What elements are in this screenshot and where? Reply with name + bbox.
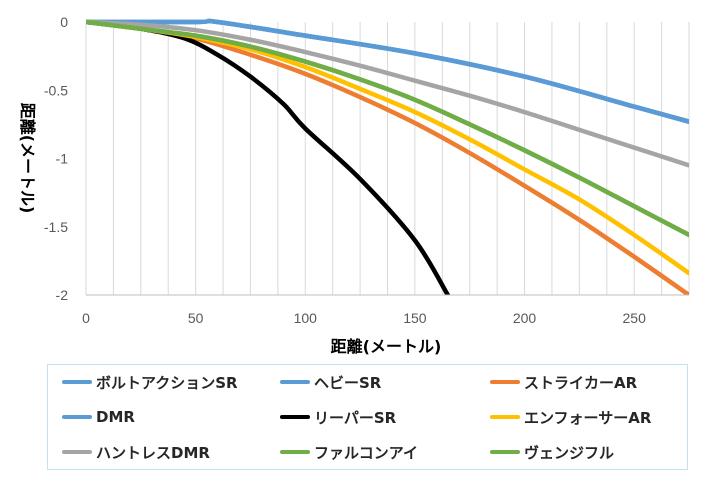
x-tick-label: 200 [513,310,537,326]
y-tick-label: 0 [60,14,68,30]
x-tick-label: 50 [188,310,204,326]
legend-label: リーパーSR [314,408,397,427]
y-tick-label: -1.5 [44,219,68,235]
y-tick-label: -0.5 [44,82,68,98]
legend-swatch [280,450,310,454]
x-axis-title: 距離(メートル) [331,337,442,356]
legend-swatch [62,415,92,419]
legend-swatch [280,415,310,419]
legend-swatch [62,450,92,454]
y-axis-title: 距離(メートル) [18,103,37,214]
legend-label: ボルトアクションSR [96,373,238,392]
series-line-3 [86,18,689,124]
legend-swatch [490,415,520,419]
legend-label: ヴェンジフル [524,443,615,462]
legend-item: ヘビーSR [280,371,381,393]
x-tick-label: 250 [623,310,647,326]
legend-item: ヴェンジフル [490,441,614,463]
axis-layer: 0 50 100 150 200 250 0 -0.5 -1 -1.5 -2 [44,14,689,326]
legend-swatch [280,380,310,384]
series-line-4 [86,19,451,295]
legend-label: エンフォーサーAR [524,408,652,427]
legend-label: ハントレスDMR [96,443,210,462]
legend-label: ストライカーAR [524,373,638,392]
legend-label: ファルコンアイ [314,443,418,462]
series-line-6 [86,19,689,168]
legend-label: DMR [96,408,135,426]
x-tick-label: 100 [294,310,318,326]
x-tick-label: 150 [403,310,427,326]
series-layer [86,18,689,295]
legend: ボルトアクションSR ヘビーSR ストライカーAR DMR リーパーSR エンフォーサーA… [47,364,688,470]
grid-layer [85,22,690,295]
x-tick-label: 0 [82,310,90,326]
legend-item: ファルコンアイ [280,441,418,463]
legend-item: DMR [62,406,135,428]
legend-item: リーパーSR [280,406,396,428]
legend-swatch [490,380,520,384]
legend-swatch [490,450,520,454]
y-tick-label: -2 [56,287,69,303]
legend-item: ストライカーAR [490,371,637,393]
y-tick-label: -1 [56,151,69,167]
legend-item: ハントレスDMR [62,441,210,463]
series-line-8 [86,19,689,238]
legend-item: エンフォーサーAR [490,406,651,428]
legend-label: ヘビーSR [314,373,382,392]
legend-swatch [62,380,92,384]
legend-item: ボルトアクションSR [62,371,238,393]
